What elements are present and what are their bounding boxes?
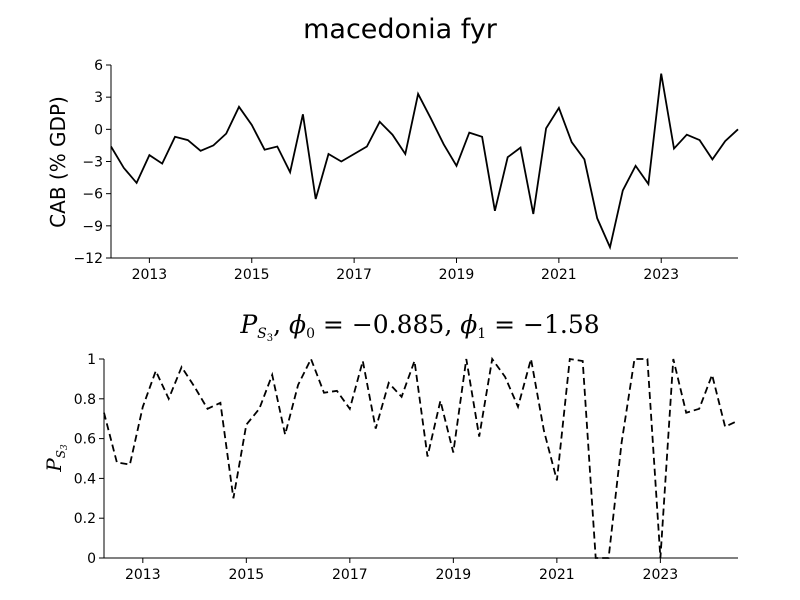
chart1-x-tick-label: 2015: [234, 267, 270, 283]
chart2-title: PS3, ϕ0 = −0.885, ϕ1 = −1.58: [240, 310, 600, 344]
chart2-y-tick-label: 0.6: [74, 432, 96, 448]
chart1-x-tick-label: 2023: [643, 267, 679, 283]
chart1-y-tick-label: 3: [94, 90, 103, 106]
chart2-x-tick-label: 2023: [643, 567, 679, 583]
chart1-x-tick-label: 2021: [541, 267, 577, 283]
chart1-y-tick-label: −12: [73, 251, 103, 267]
chart1-y-tick-label: −3: [82, 155, 103, 171]
chart1-plot: −12 −9 −6 −3 0 3 6 2013 2015 2017 2019 2021 2023: [73, 58, 739, 283]
chart2-y-tick-label: 0: [87, 551, 96, 567]
chart1-y-tick-label: −6: [82, 187, 103, 203]
chart2-series-line: [103, 356, 739, 559]
chart2-y-tick-label: 0.2: [74, 511, 96, 527]
chart1-x-tick-label: 2013: [132, 267, 168, 283]
chart1-series-line: [110, 73, 739, 251]
chart2-x-tick-label: 2021: [539, 567, 575, 583]
chart2-x-tick-label: 2017: [332, 567, 368, 583]
chart2-plot: 0 0.2 0.4 0.6 0.8 1 2013 2015 2017 2019 2021 2023: [74, 352, 739, 583]
chart2-y-tick-label: 0.8: [74, 392, 96, 408]
chart2-y-tick-label: 1: [87, 352, 96, 368]
chart1-y-tick-label: 6: [94, 58, 103, 74]
chart2-x-tick-label: 2013: [125, 567, 161, 583]
chart2-x-tick-label: 2019: [436, 567, 472, 583]
chart1-x-tick-label: 2019: [439, 267, 475, 283]
chart1-y-tick-label: −9: [82, 219, 103, 235]
chart2-x-tick-label: 2015: [229, 567, 265, 583]
chart1-x-tick-label: 2017: [336, 267, 372, 283]
chart1-title: macedonia fyr: [303, 14, 497, 45]
chart2-y-tick-label: 0.4: [74, 471, 96, 487]
chart1-y-tick-label: 0: [94, 122, 103, 138]
